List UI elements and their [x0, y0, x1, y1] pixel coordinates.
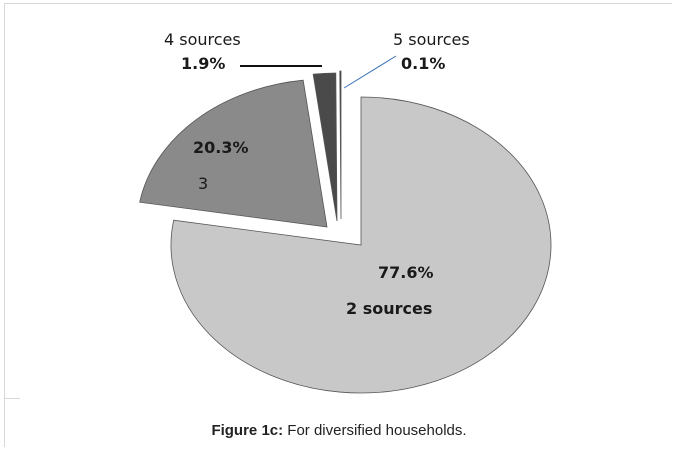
pie-slice-5-sources [339, 70, 342, 220]
pie-slice-3 [139, 79, 328, 228]
slice-label-5-sources-name: 5 sources [393, 30, 470, 49]
slice-label-3-name: 3 [198, 174, 208, 193]
figure-caption: Figure 1c: For diversified households. [0, 422, 678, 439]
caption-prefix: Figure 1c: [211, 422, 284, 439]
slice-label-3-percent: 20.3% [193, 138, 249, 157]
pie-slice-4-sources [312, 72, 338, 222]
slice-label-2-sources-name: 2 sources [346, 299, 432, 318]
leader-lines [240, 55, 397, 89]
pie-slice-2-sources [170, 96, 552, 394]
leader-line-5-sources [343, 55, 397, 89]
figure-frame [4, 3, 672, 447]
slice-label-5-sources-percent: 0.1% [401, 54, 445, 73]
pie-chart: 77.6% 2 sources 20.3% 3 4 sources 1.9% 5… [139, 30, 552, 394]
slice-label-4-sources-percent: 1.9% [181, 54, 225, 73]
slice-label-2-sources-percent: 77.6% [378, 263, 434, 282]
slice-label-4-sources-name: 4 sources [164, 30, 241, 49]
frame-divider [4, 398, 20, 399]
pie-slices [139, 70, 552, 394]
caption-text: For diversified households. [283, 422, 467, 439]
